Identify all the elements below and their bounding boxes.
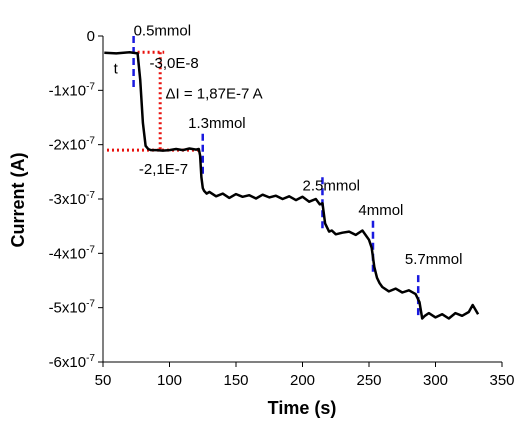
series-line <box>104 51 480 320</box>
x-tick-label: 250 <box>356 372 381 389</box>
x-axis-title: Time (s) <box>268 398 337 418</box>
annotation-label: 1.3mmol <box>188 115 246 132</box>
axes <box>98 35 503 367</box>
y-tick-label: -6x10-7 <box>49 353 96 371</box>
annotation-label: 4mmol <box>358 202 403 219</box>
y-tick-label: -3x10-7 <box>49 190 96 208</box>
annotations: 0.5mmol t -3,0E-8 ΔI = 1,87E-7 A 1.3mmol -2,1… <box>114 23 463 268</box>
x-tick-label: 350 <box>489 372 514 389</box>
x-tick-label: 200 <box>290 372 315 389</box>
y-tick-label: -4x10-7 <box>49 244 96 262</box>
y-tick-label: 0 <box>87 28 95 45</box>
annotation-label: -3,0E-8 <box>150 55 199 72</box>
x-tick-label: 50 <box>95 372 112 389</box>
x-tick-label: 100 <box>157 372 182 389</box>
x-tick-label: 300 <box>423 372 448 389</box>
annotation-label: t <box>114 61 119 78</box>
annotation-label: 2.5mmol <box>303 177 361 194</box>
y-tick-label: -5x10-7 <box>49 299 96 317</box>
annotation-label: 0.5mmol <box>134 23 192 40</box>
tick-labels: 50 100 150 200 250 300 350 0 -1x10-7 -2x10-7 -3x10… <box>49 28 515 389</box>
y-tick-label: -2x10-7 <box>49 136 96 154</box>
data-series <box>104 51 480 320</box>
annotation-label: 5.7mmol <box>405 251 463 268</box>
x-tick-label: 150 <box>223 372 248 389</box>
y-axis-title: Current (A) <box>8 153 28 248</box>
y-tick-label: -1x10-7 <box>49 81 96 99</box>
annotation-label: -2,1E-7 <box>139 161 188 178</box>
annotation-label: ΔI = 1,87E-7 A <box>166 86 263 103</box>
